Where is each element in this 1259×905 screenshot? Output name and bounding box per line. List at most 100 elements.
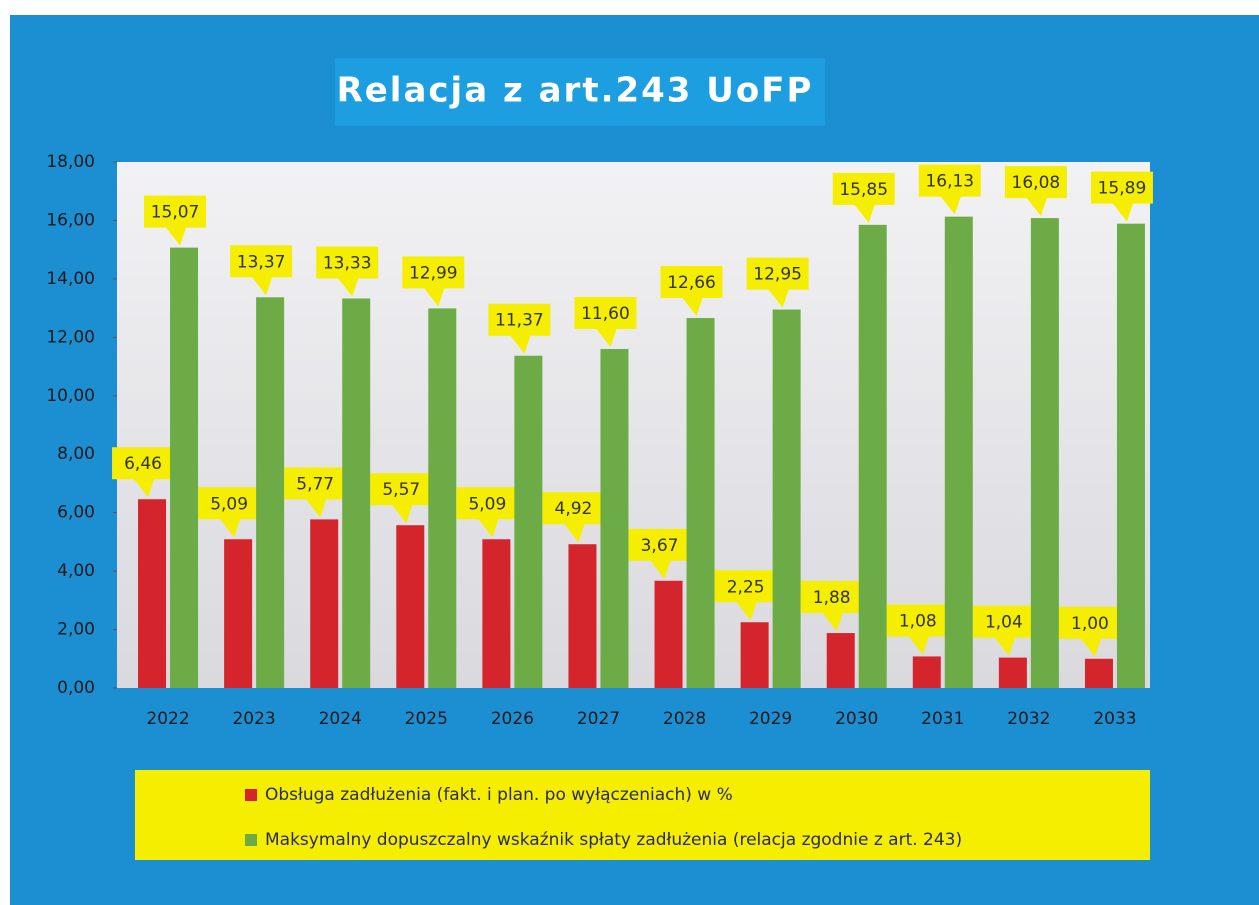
- data-label: 13,33: [323, 253, 372, 273]
- y-tick-label: 14,00: [46, 269, 95, 289]
- data-label: 1,04: [985, 613, 1023, 633]
- y-tick-label: 6,00: [57, 503, 95, 523]
- x-tick-label: 2030: [835, 709, 878, 729]
- bar: [428, 308, 457, 688]
- callout: [628, 528, 691, 579]
- callout: [832, 172, 895, 223]
- bar: [342, 298, 371, 688]
- callout: [1004, 166, 1067, 217]
- data-label: 1,08: [899, 611, 937, 631]
- bar: [1084, 658, 1113, 688]
- x-tick-label: 2023: [232, 709, 275, 729]
- bar: [514, 355, 543, 688]
- data-label: 12,99: [409, 263, 458, 283]
- data-label: 3,67: [641, 536, 679, 556]
- y-tick-label: 18,00: [46, 152, 95, 172]
- data-label: 5,09: [210, 494, 248, 514]
- legend-swatch: [245, 789, 257, 801]
- callout: [1090, 171, 1153, 222]
- data-label: 11,37: [495, 311, 544, 331]
- y-tick-label: 2,00: [57, 620, 95, 640]
- data-label: 11,60: [581, 304, 630, 324]
- x-tick-label: 2031: [921, 709, 964, 729]
- data-label: 1,88: [813, 588, 851, 608]
- bar: [826, 633, 855, 688]
- callout: [112, 447, 175, 498]
- bar: [170, 247, 199, 689]
- data-label: 12,95: [753, 265, 802, 285]
- legend: [135, 770, 1150, 860]
- callout: [144, 195, 207, 246]
- bar: [772, 309, 801, 688]
- callout: [886, 604, 949, 655]
- x-tick-label: 2028: [663, 709, 706, 729]
- callout: [456, 487, 519, 538]
- y-tick-label: 8,00: [57, 444, 95, 464]
- callout: [230, 245, 293, 296]
- bar: [138, 499, 167, 688]
- callout: [488, 303, 551, 354]
- bar: [858, 224, 887, 689]
- callout: [972, 605, 1035, 656]
- data-label: 6,46: [124, 454, 162, 474]
- data-label: 5,77: [296, 474, 334, 494]
- data-label: 16,13: [925, 172, 974, 192]
- data-label: 15,07: [151, 203, 200, 223]
- data-label: 12,66: [667, 273, 716, 293]
- bar: [912, 656, 941, 688]
- data-label: 1,00: [1071, 614, 1109, 634]
- x-tick-label: 2033: [1093, 709, 1136, 729]
- data-label: 16,08: [1012, 173, 1061, 193]
- y-tick-label: 0,00: [57, 678, 95, 698]
- callout: [746, 257, 809, 308]
- bar: [396, 525, 425, 688]
- x-tick-label: 2027: [577, 709, 620, 729]
- chart-title: Relacja z art.243 UoFP: [337, 71, 814, 111]
- legend-label: Obsługa zadłużenia (fakt. i plan. po wył…: [265, 785, 733, 805]
- data-label: 15,89: [1098, 179, 1147, 199]
- data-label: 2,25: [727, 577, 765, 597]
- callout: [370, 473, 433, 524]
- bar: [740, 622, 769, 688]
- callout: [800, 581, 863, 632]
- bar: [686, 318, 715, 688]
- x-tick-label: 2026: [491, 709, 534, 729]
- callout: [284, 467, 347, 518]
- x-tick-label: 2025: [405, 709, 448, 729]
- bar: [654, 580, 683, 688]
- callout: [1058, 606, 1121, 657]
- data-label: 4,92: [555, 499, 593, 519]
- y-tick-label: 4,00: [57, 561, 95, 581]
- bar: [600, 349, 629, 688]
- callout: [918, 164, 981, 215]
- x-tick-label: 2032: [1007, 709, 1050, 729]
- callout: [542, 492, 605, 543]
- bar: [482, 539, 511, 688]
- data-label: 5,57: [382, 480, 420, 500]
- bar: [310, 519, 339, 688]
- data-label: 15,85: [839, 180, 888, 200]
- data-label: 5,09: [468, 494, 506, 514]
- legend-label: Maksymalny dopuszczalny wskaźnik spłaty …: [265, 830, 962, 850]
- bar: [568, 544, 597, 688]
- bar: [998, 657, 1027, 688]
- bar: [224, 539, 253, 688]
- x-tick-label: 2029: [749, 709, 792, 729]
- bar: [256, 297, 285, 688]
- callout: [574, 297, 637, 348]
- callout: [714, 570, 777, 621]
- callout: [660, 266, 723, 317]
- bar: [1030, 218, 1059, 688]
- callout: [402, 256, 465, 307]
- x-tick-label: 2024: [319, 709, 362, 729]
- y-tick-label: 12,00: [46, 327, 95, 347]
- x-tick-label: 2022: [146, 709, 189, 729]
- callout: [316, 246, 379, 297]
- y-tick-label: 16,00: [46, 210, 95, 230]
- legend-swatch: [245, 834, 257, 846]
- bar: [944, 216, 973, 688]
- y-tick-label: 10,00: [46, 386, 95, 406]
- callout: [198, 487, 261, 538]
- data-label: 13,37: [237, 252, 286, 272]
